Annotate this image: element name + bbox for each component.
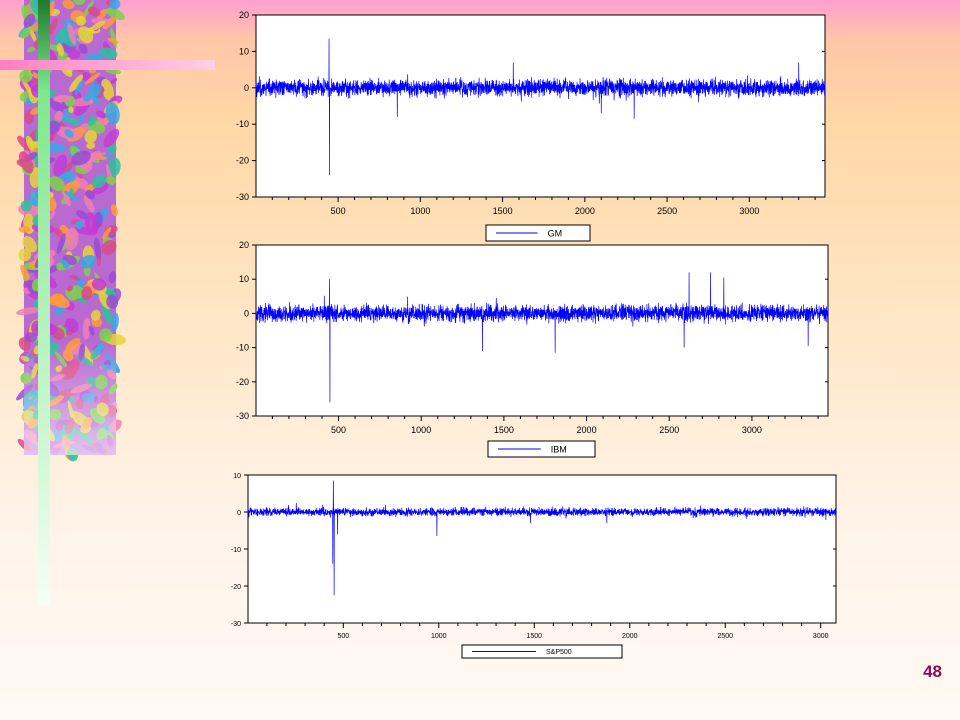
y-tick-label: -30 bbox=[236, 411, 249, 421]
y-tick-label: 0 bbox=[244, 83, 249, 93]
y-tick-label: 20 bbox=[239, 10, 249, 20]
x-tick-label: 3000 bbox=[813, 633, 829, 640]
x-tick-label: 3000 bbox=[742, 425, 762, 435]
x-tick-label: 1500 bbox=[526, 633, 542, 640]
x-tick-label: 1000 bbox=[411, 425, 431, 435]
legend-label: S&P500 bbox=[546, 649, 572, 656]
legend: GM bbox=[485, 224, 591, 242]
y-tick-label: -20 bbox=[236, 156, 249, 166]
legend: IBM bbox=[487, 440, 596, 458]
y-tick-label: -20 bbox=[231, 584, 241, 591]
horizontal-pink-bar bbox=[0, 60, 215, 70]
x-tick-label: 2000 bbox=[577, 425, 597, 435]
vertical-green-bar bbox=[38, 0, 50, 605]
plot-area bbox=[247, 474, 837, 624]
y-tick-label: 20 bbox=[239, 240, 249, 250]
y-tick-label: -30 bbox=[231, 621, 241, 628]
x-tick-label: 2500 bbox=[659, 425, 679, 435]
x-tick-label: 2500 bbox=[657, 206, 677, 216]
x-tick-label: 2500 bbox=[717, 633, 733, 640]
decorative-side-banner bbox=[0, 0, 215, 605]
y-tick-label: -10 bbox=[236, 343, 249, 353]
x-tick-label: 500 bbox=[331, 206, 346, 216]
x-tick-label: 1500 bbox=[493, 206, 513, 216]
legend-label: GM bbox=[548, 229, 563, 239]
y-tick-label: 0 bbox=[237, 510, 241, 517]
x-tick-label: 500 bbox=[331, 425, 346, 435]
plot-area bbox=[255, 14, 826, 198]
x-tick-label: 2000 bbox=[622, 633, 638, 640]
series-line-sp500 bbox=[247, 480, 837, 596]
legend-label: IBM bbox=[551, 445, 567, 455]
y-tick-label: 10 bbox=[239, 46, 249, 56]
x-tick-label: 3000 bbox=[739, 206, 759, 216]
y-tick-label: 10 bbox=[239, 274, 249, 284]
y-tick-label: -20 bbox=[236, 377, 249, 387]
x-tick-label: 1000 bbox=[410, 206, 430, 216]
y-tick-label: 10 bbox=[233, 473, 241, 480]
x-tick-label: 500 bbox=[337, 633, 349, 640]
legend: S&P500 bbox=[461, 644, 623, 659]
slide-number: 48 bbox=[923, 662, 942, 681]
y-tick-label: -30 bbox=[236, 192, 249, 202]
x-tick-label: 2000 bbox=[575, 206, 595, 216]
x-tick-label: 1500 bbox=[494, 425, 514, 435]
x-tick-label: 1000 bbox=[431, 633, 447, 640]
y-tick-label: -10 bbox=[236, 119, 249, 129]
plot-area bbox=[255, 244, 829, 417]
y-tick-label: 0 bbox=[244, 308, 249, 318]
y-tick-label: -10 bbox=[231, 547, 241, 554]
series-line-gm bbox=[255, 38, 826, 176]
series-line-ibm bbox=[255, 272, 829, 403]
